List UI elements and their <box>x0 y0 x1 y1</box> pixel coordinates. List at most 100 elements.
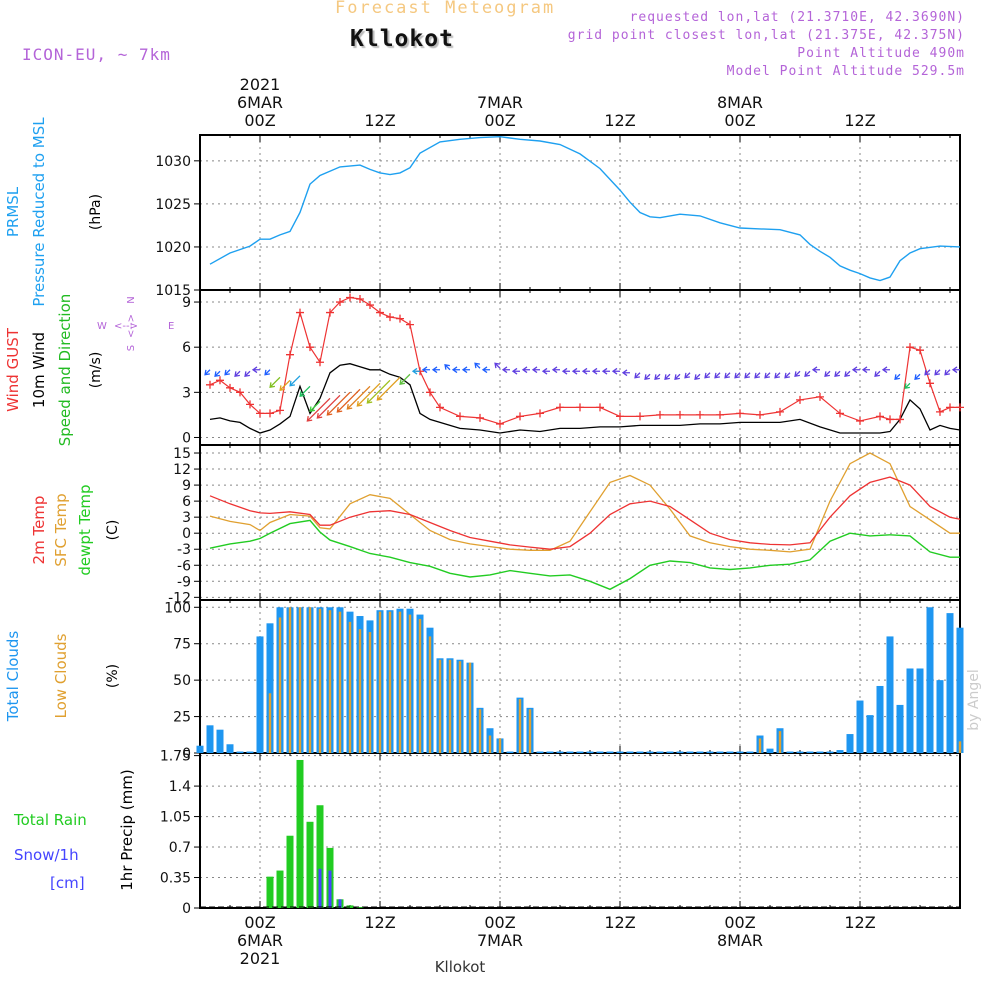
total-cloud-bar <box>816 751 824 753</box>
t2m-line <box>209 476 961 550</box>
total-cloud-bar <box>906 668 914 753</box>
wind-arrow <box>251 366 260 374</box>
total-cloud-bar <box>796 751 804 753</box>
point-altitude: Point Altitude 490m <box>797 46 965 61</box>
y-tick-label: 0 <box>182 901 191 917</box>
prmsl-long-label: Pressure Reduced to MSL <box>30 117 48 307</box>
gust-marker <box>946 403 954 412</box>
time-label-top: 12Z <box>844 111 875 130</box>
y-tick-label: 12 <box>173 462 191 478</box>
compass-west: W <box>97 321 107 332</box>
wind-arrow <box>924 369 931 376</box>
gust-marker <box>926 379 934 388</box>
gust-marker <box>356 295 364 304</box>
t2m-label: 2m Temp <box>30 496 48 565</box>
wind-arrow <box>306 397 331 422</box>
total-cloud-bar <box>546 751 554 753</box>
gust-marker <box>336 298 344 307</box>
wind-arrow <box>204 369 211 376</box>
time-label-bottom: 12Z <box>844 913 875 932</box>
time-label-bottom: 12Z <box>604 913 635 932</box>
low-cloud-bar <box>278 617 282 753</box>
wind-arrow <box>794 370 801 378</box>
low-cloud-bar <box>488 735 492 753</box>
snow-bar <box>328 870 332 908</box>
gust-marker <box>556 403 564 412</box>
wind-arrow <box>494 362 501 369</box>
wind-arrow <box>704 372 711 379</box>
low-cloud-bar <box>358 629 362 753</box>
gust-marker <box>656 410 664 419</box>
low-cloud-bar <box>958 741 962 753</box>
wind-arrow <box>561 367 570 375</box>
temp-unit: (C) <box>105 520 121 541</box>
low-cloud-bar <box>348 621 352 753</box>
y-tick-label: 1.75 <box>160 749 191 765</box>
y-tick-label: 6 <box>182 340 191 356</box>
y-tick-label: -6 <box>177 558 191 574</box>
wind-arrow <box>531 366 540 374</box>
wind-arrow <box>811 366 820 374</box>
wind-arrow <box>654 373 661 381</box>
wind-arrow <box>754 372 761 379</box>
total-cloud-bar <box>706 751 714 753</box>
snow-bar <box>318 868 322 908</box>
total-cloud-bar <box>956 627 964 753</box>
low-cloud-bar <box>448 659 452 753</box>
time-label-bottom: 2021 <box>240 949 281 968</box>
low-cloud-bar <box>268 693 272 753</box>
total-cloud-bar <box>566 751 574 753</box>
wind-arrow <box>861 366 870 374</box>
wind-arrow <box>501 366 510 374</box>
y-tick-label: 1.05 <box>160 810 191 826</box>
low-cloud-bar <box>478 709 482 753</box>
gust-marker <box>636 412 644 421</box>
y-tick-label: 3 <box>182 385 191 401</box>
wind-arrow <box>724 372 731 379</box>
total-cloud-bar <box>586 751 594 753</box>
total-cloud-bar <box>806 751 814 753</box>
gust-marker <box>286 350 294 359</box>
time-label-bottom: 6MAR <box>237 931 283 950</box>
gust-marker <box>736 409 744 418</box>
model-name: ICON-EU, ~ 7km <box>22 45 171 64</box>
dewpoint-label: dewpt Temp <box>76 484 94 575</box>
compass-ew-arrows: <--> <box>114 321 138 332</box>
wind-arrow <box>451 366 460 374</box>
wind-arrow <box>481 366 490 374</box>
total-cloud-bar <box>626 751 634 753</box>
panel-frame <box>199 752 961 909</box>
y-tick-label: 15 <box>173 446 191 462</box>
gust-marker <box>366 301 374 310</box>
wind-10m-label: 10m Wind <box>30 332 48 408</box>
total-cloud-bar <box>216 729 224 753</box>
y-tick-label: 1.4 <box>169 779 191 795</box>
gust-marker <box>456 412 464 421</box>
y-tick-label: -9 <box>177 574 191 590</box>
gust-marker <box>406 320 414 329</box>
y-tick-label: 6 <box>182 494 191 510</box>
wind-arrow <box>714 372 721 379</box>
low-cloud-bar <box>388 611 392 753</box>
gust-marker <box>536 409 544 418</box>
compass-ns-arrows: <--> <box>126 314 137 338</box>
gust-marker <box>936 407 944 416</box>
wind-arrow <box>309 400 321 413</box>
total-cloud-bar <box>196 745 204 753</box>
wind-arrow <box>461 366 470 374</box>
gust-marker <box>256 409 264 418</box>
wind-gust-label: Wind GUST <box>4 327 22 412</box>
time-label-top: 00Z <box>724 111 755 130</box>
rain-bar <box>296 759 304 908</box>
y-tick-label: 0.35 <box>160 871 191 887</box>
total-cloud-bar <box>766 748 774 753</box>
wind-arrow <box>951 366 960 374</box>
wind-arrow <box>551 366 560 374</box>
wind-arrow <box>824 370 831 378</box>
low-cloud-bar <box>298 607 302 753</box>
watermark: by Angel <box>966 669 982 730</box>
total-cloud-bar <box>946 613 954 753</box>
gust-marker <box>386 313 394 322</box>
rain-bar <box>276 870 284 908</box>
time-label-top: 00Z <box>484 111 515 130</box>
